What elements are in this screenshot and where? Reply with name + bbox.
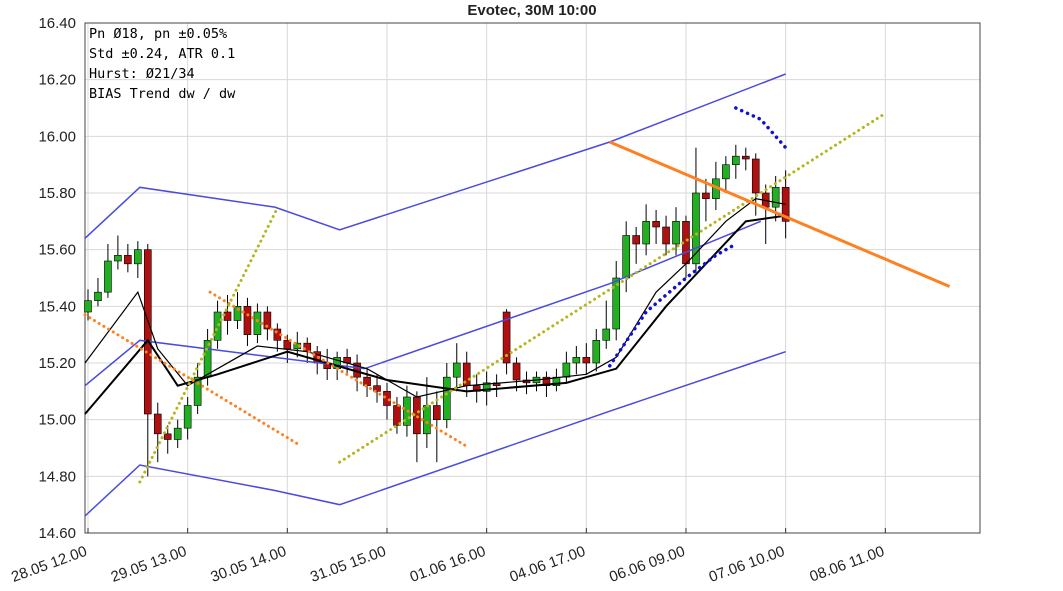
y-tick-label: 14.80 <box>38 468 76 485</box>
candle-body <box>203 340 212 378</box>
y-tick-label: 16.20 <box>38 72 76 89</box>
candle-body <box>652 221 660 228</box>
candle-body <box>442 376 451 420</box>
candle-body <box>692 192 700 265</box>
y-tick-label: 15.60 <box>38 242 76 259</box>
candle-body <box>84 300 92 313</box>
overlay-line <box>734 106 788 150</box>
candle-body <box>253 311 262 335</box>
info-line: Pn Ø18, pn ±0.05% <box>89 26 227 42</box>
candle-body <box>363 376 371 386</box>
candle-body <box>94 291 102 301</box>
candle-body <box>433 405 441 420</box>
candle-body <box>642 221 650 245</box>
candle-body <box>173 427 182 440</box>
info-line: Std ±0.24, ATR 0.1 <box>89 46 235 62</box>
overlay-line <box>208 290 467 447</box>
candle-body <box>592 340 601 364</box>
y-tick-label: 16.40 <box>38 15 76 32</box>
chart-title: Evotec, 30M 10:00 <box>467 2 596 19</box>
candle-body <box>143 249 152 415</box>
candle-body <box>452 362 461 378</box>
y-tick-label: 15.80 <box>38 185 76 202</box>
candle-body <box>213 311 222 341</box>
candle-body <box>482 382 491 392</box>
candle-body <box>423 405 431 435</box>
overlay-line <box>84 220 762 387</box>
overlay-line <box>84 198 786 398</box>
candle-body <box>622 235 630 279</box>
candle-body <box>223 311 232 321</box>
candle-body <box>233 306 242 321</box>
overlay-line <box>338 112 887 464</box>
candle-body <box>732 155 740 165</box>
overlay-line <box>609 140 951 288</box>
y-tick-label: 14.60 <box>38 525 76 542</box>
candle-body <box>134 249 142 265</box>
overlay-line <box>138 205 280 484</box>
plot-frame <box>84 22 981 534</box>
y-tick-label: 16.00 <box>38 128 76 145</box>
candle-body <box>393 405 401 426</box>
candle-body <box>562 362 571 378</box>
candle-body <box>632 235 640 245</box>
info-line: Hurst: Ø21/34 <box>89 66 195 82</box>
candle-body <box>662 226 670 245</box>
candle-body <box>153 413 162 435</box>
candle-body <box>243 306 252 335</box>
candle-body <box>383 391 391 406</box>
info-line: BIAS Trend dw / dw <box>89 86 236 102</box>
overlay-line <box>607 242 738 368</box>
candle-body <box>114 255 122 262</box>
candle-body <box>193 376 202 406</box>
candle-body <box>572 357 581 364</box>
y-tick-label: 15.00 <box>38 412 76 429</box>
overlay-line <box>84 73 786 239</box>
candle-body <box>263 311 272 330</box>
candle-body <box>124 255 132 265</box>
y-tick-label: 15.40 <box>38 298 76 315</box>
candle-body <box>741 155 750 160</box>
candle-body <box>722 164 730 180</box>
candle-body <box>512 362 521 381</box>
candle-body <box>612 277 621 330</box>
candle-body <box>183 405 192 429</box>
y-tick-label: 15.20 <box>38 355 76 372</box>
candle-body <box>502 311 511 364</box>
candle-body <box>373 385 381 392</box>
candle-body <box>771 187 780 208</box>
candle-body <box>702 192 710 199</box>
candle-body <box>163 433 172 440</box>
candle-body <box>582 357 591 364</box>
candle-body <box>672 221 680 245</box>
candle-body <box>542 376 551 386</box>
candle-body <box>104 260 112 293</box>
candle-body <box>602 328 611 341</box>
candle-body <box>751 158 760 194</box>
overlay-line <box>84 350 786 517</box>
